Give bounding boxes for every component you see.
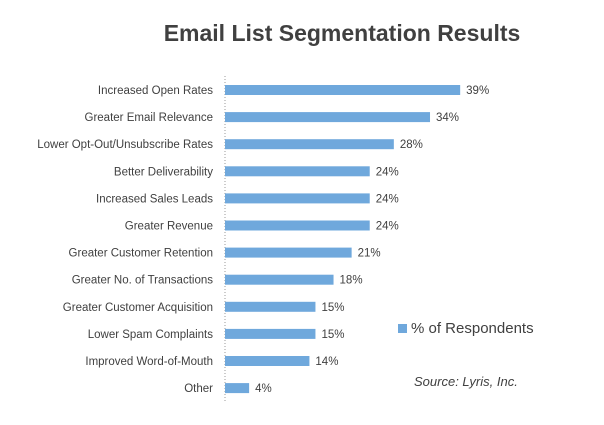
bar <box>225 383 250 394</box>
category-label: Lower Spam Complaints <box>88 329 214 341</box>
bar <box>225 193 370 204</box>
bar <box>225 139 394 150</box>
bar <box>225 356 310 366</box>
legend-swatch <box>398 324 407 333</box>
category-label: Greater Email Relevance <box>85 112 213 124</box>
bar <box>225 85 461 95</box>
category-label: Other <box>184 383 213 395</box>
value-label: 24% <box>376 166 399 178</box>
category-label: Greater No. of Transactions <box>72 275 214 287</box>
value-label: 24% <box>376 221 399 233</box>
value-label: 39% <box>466 85 489 97</box>
category-label: Better Deliverability <box>114 166 213 178</box>
value-label: 24% <box>376 193 399 205</box>
value-label: 34% <box>436 112 459 124</box>
category-label: Greater Customer Acquisition <box>63 302 213 314</box>
category-label: Increased Sales Leads <box>96 193 213 205</box>
category-label: Lower Opt-Out/Unsubscribe Rates <box>37 139 213 151</box>
bar <box>225 274 334 285</box>
bar <box>225 328 316 339</box>
value-label: 4% <box>255 383 272 395</box>
bar <box>225 220 370 231</box>
value-label: 14% <box>315 356 338 368</box>
category-label: Increased Open Rates <box>98 85 213 97</box>
chart-title: Email List Segmentation Results <box>163 20 521 46</box>
category-label: Improved Word-of-Mouth <box>85 356 213 368</box>
category-label: Greater Customer Retention <box>69 248 213 260</box>
value-label: 15% <box>321 302 344 314</box>
bar <box>225 166 370 177</box>
bar <box>225 112 431 123</box>
legend-label: % of Respondents <box>411 320 534 337</box>
source-annotation: Source: Lyris, Inc. <box>414 374 518 389</box>
category-label: Greater Revenue <box>125 221 213 233</box>
value-label: 21% <box>358 248 381 260</box>
legend: % of Respondents <box>398 320 534 337</box>
value-label: 18% <box>340 275 363 287</box>
bar <box>225 301 316 312</box>
value-label: 28% <box>400 139 423 151</box>
bar <box>225 247 352 258</box>
value-label: 15% <box>321 329 344 341</box>
